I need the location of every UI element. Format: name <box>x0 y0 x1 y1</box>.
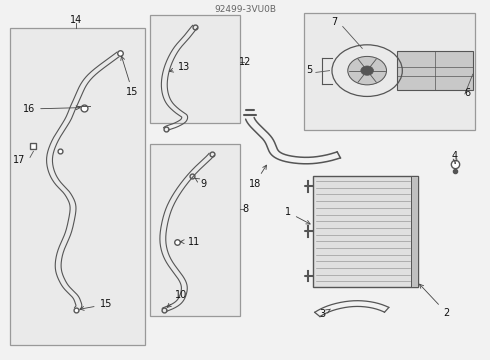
Text: 11: 11 <box>180 237 200 247</box>
Text: 9: 9 <box>195 178 206 189</box>
Text: 4: 4 <box>452 150 458 163</box>
Text: 15: 15 <box>80 300 112 310</box>
Text: 8: 8 <box>242 204 248 214</box>
Text: 5: 5 <box>306 64 313 75</box>
Text: 17: 17 <box>13 154 25 165</box>
Bar <box>10 28 145 345</box>
Bar <box>314 176 418 287</box>
Text: 1: 1 <box>285 207 310 224</box>
Text: 2: 2 <box>419 284 449 318</box>
Text: 14: 14 <box>70 15 82 25</box>
Bar <box>411 176 418 287</box>
Text: 16: 16 <box>23 104 80 114</box>
Text: 18: 18 <box>248 165 267 189</box>
Text: 10: 10 <box>167 290 188 307</box>
Bar <box>150 15 240 123</box>
Bar <box>150 144 240 316</box>
Circle shape <box>348 57 387 85</box>
Text: 13: 13 <box>170 62 190 72</box>
Text: 92499-3VU0B: 92499-3VU0B <box>214 5 276 14</box>
Text: 3: 3 <box>319 309 330 319</box>
Text: 7: 7 <box>331 17 337 27</box>
Bar <box>304 13 475 130</box>
Text: 6: 6 <box>465 88 471 98</box>
Bar <box>397 51 473 90</box>
Text: 12: 12 <box>239 57 251 67</box>
Text: 15: 15 <box>121 56 139 97</box>
Circle shape <box>361 66 373 75</box>
